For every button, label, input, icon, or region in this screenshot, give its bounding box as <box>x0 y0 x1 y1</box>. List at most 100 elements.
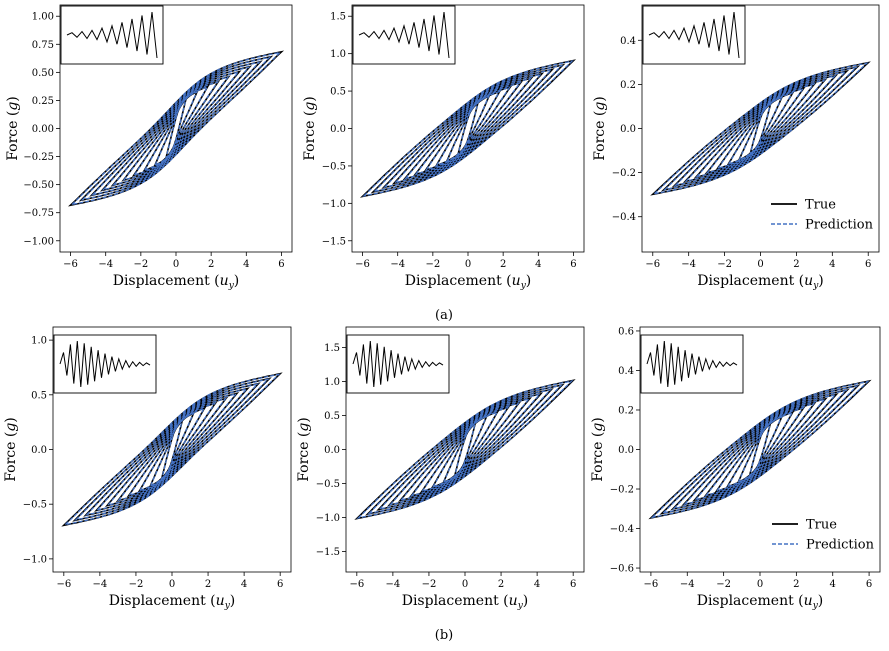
x-tick-label: 4 <box>830 579 836 590</box>
chart-a3: −6 −4 −2 0 2 4 6 −0.4 −0.2 0.0 0.2 0.4 Displacement … <box>592 4 880 291</box>
y-tick-label: −1.0 <box>322 199 346 210</box>
loading-protocol-inset <box>640 334 744 394</box>
x-tick-label: −2 <box>716 579 731 590</box>
prediction-loop <box>650 380 870 519</box>
x-axis-title-close: ) <box>230 593 235 609</box>
y-tick-label: 0.25 <box>32 96 54 107</box>
y-tick-label: −1.00 <box>23 236 54 247</box>
true-loop <box>67 50 285 207</box>
y-tick-label: 0.4 <box>620 36 636 47</box>
chart-a1: −6 −4 −2 0 2 4 6 −1.00 −0.75 −0.50 −0.25 0.00 0.25 0.… <box>5 4 293 291</box>
x-tick-label: 4 <box>829 259 835 270</box>
x-tick-label: 0 <box>757 579 763 590</box>
prediction-loop <box>90 61 262 196</box>
legend: True Prediction <box>772 518 875 553</box>
true-loop <box>61 372 283 527</box>
prediction-loop <box>160 416 184 483</box>
x-tick-label: 0 <box>173 259 179 270</box>
x-tick-label: −4 <box>390 259 405 270</box>
x-tick-label: −6 <box>349 579 364 590</box>
y-tick-label: −0.5 <box>316 479 340 490</box>
x-tick-label: 2 <box>498 579 504 590</box>
y-tick-label: 0.00 <box>32 124 54 135</box>
prediction-loop <box>106 392 238 507</box>
x-axis-title: Displacement (uy) <box>405 273 532 291</box>
true-loop <box>126 401 218 498</box>
true-loop <box>370 63 566 194</box>
x-tick-label: −2 <box>129 579 144 590</box>
prediction-loop <box>704 402 816 497</box>
y-axis-title-var: g <box>296 423 312 432</box>
prediction-loop <box>442 415 488 484</box>
x-tick-label: −2 <box>133 259 148 270</box>
x-axis-title-var: u <box>804 273 813 289</box>
x-axis-title-sub: y <box>517 601 524 611</box>
y-axis-title: Force (g) <box>592 96 608 161</box>
prediction-loop <box>693 398 827 501</box>
y-tick-label: 1.0 <box>330 49 346 60</box>
inset-signal <box>66 11 158 59</box>
prediction-loop <box>748 99 773 158</box>
y-tick-label: −0.50 <box>23 180 54 191</box>
prediction-loop <box>694 79 827 178</box>
prediction-loop <box>716 87 805 170</box>
inset-signal <box>352 340 444 388</box>
inset-signal <box>358 11 450 59</box>
y-axis-title: Force (g) <box>5 96 21 161</box>
x-axis-title-close: ) <box>818 593 823 609</box>
prediction-loop <box>661 385 859 514</box>
true-loop <box>391 72 545 185</box>
prediction-loop <box>682 393 838 506</box>
legend-prediction-label: Prediction <box>806 538 875 553</box>
prediction-loop <box>737 415 783 484</box>
chart-a2: −6 −4 −2 0 2 4 6 −1.5 −1.0 −0.5 0.0 0.5 1.0 1.5 Displa… <box>302 4 585 291</box>
true-loop <box>682 74 839 183</box>
true-loop <box>121 75 231 182</box>
x-axis-title: Displacement (uy) <box>113 273 240 291</box>
x-tick-label: −4 <box>386 579 401 590</box>
x-axis-title-sub: y <box>520 281 527 291</box>
y-tick-label: 0.5 <box>330 87 346 98</box>
x-tick-label: 2 <box>500 259 506 270</box>
y-tick-label: 0.2 <box>618 405 634 416</box>
x-axis-title: Displacement (uy) <box>402 593 529 611</box>
y-tick-label: 1.5 <box>324 343 340 354</box>
y-tick-label: −1.0 <box>23 554 47 565</box>
true-loop <box>681 393 839 506</box>
true-loop <box>131 80 221 177</box>
true-loop <box>660 65 861 192</box>
plot-area <box>650 61 871 196</box>
x-tick-label: −2 <box>422 579 437 590</box>
true-loop <box>83 382 261 517</box>
prediction-loop <box>684 74 837 183</box>
chart-b3: −6 −4 −2 0 2 4 6 −0.6 −0.4 −0.2 0.0 0.2 0.4 0.6 Displa… <box>590 326 881 611</box>
inset-signal <box>646 340 738 388</box>
chart-b2: −6 −4 −2 0 2 4 6 −1.5 −1.0 −0.5 0.0 0.5 1.0 1.5 Displa… <box>296 326 585 611</box>
y-tick-label: 0.50 <box>32 68 54 79</box>
y-tick-label: −0.6 <box>610 564 634 575</box>
prediction-loop <box>372 64 564 193</box>
y-tick-label: −0.2 <box>612 168 636 179</box>
prediction-loop <box>420 406 510 493</box>
x-tick-label: 6 <box>866 579 872 590</box>
prediction-loop <box>362 60 574 197</box>
x-tick-label: 6 <box>277 579 283 590</box>
x-axis-title-sub: y <box>812 601 819 611</box>
prediction-loop <box>377 388 553 511</box>
y-tick-label: −0.75 <box>23 208 54 219</box>
prediction-loop <box>431 410 499 489</box>
loading-protocol-inset <box>346 334 450 394</box>
prediction-loop <box>149 411 195 488</box>
y-tick-label: −0.25 <box>23 152 54 163</box>
y-axis-title: Force (g) <box>3 417 19 482</box>
y-tick-label: 0.0 <box>618 445 634 456</box>
plot-area <box>67 50 285 207</box>
legend-prediction-label: Prediction <box>805 218 874 233</box>
y-axis-title-var: g <box>592 102 608 111</box>
y-axis-title-var: g <box>590 423 606 432</box>
x-tick-label: −4 <box>680 579 695 590</box>
prediction-loop <box>356 380 574 519</box>
plot-area <box>359 59 577 198</box>
prediction-loop <box>80 56 272 201</box>
prediction-loop <box>132 80 220 177</box>
